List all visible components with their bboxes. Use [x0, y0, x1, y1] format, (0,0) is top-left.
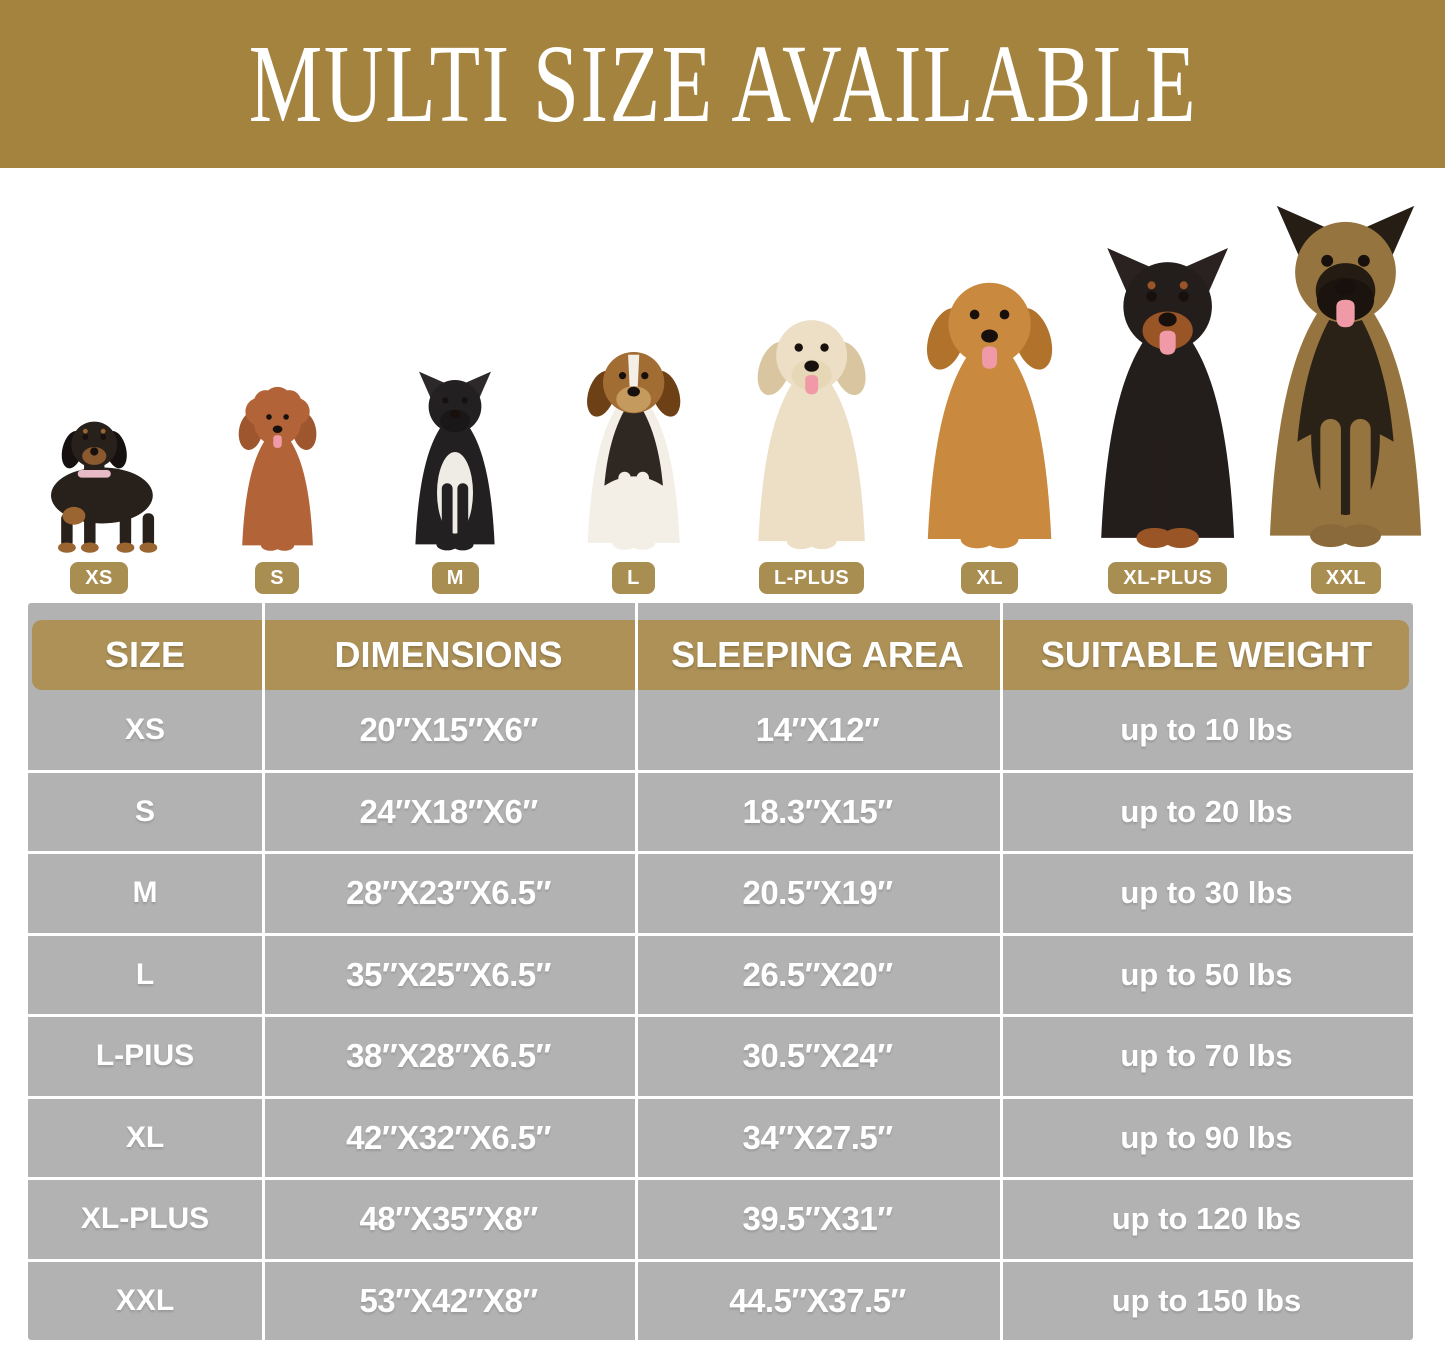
dog-item-m: M: [366, 368, 544, 594]
cell-sleeping: 14″X12″: [755, 711, 880, 749]
cell-size: XL: [125, 1120, 165, 1154]
beagle-icon: [564, 338, 703, 554]
column-divider: [999, 603, 1003, 1340]
dog-item-s: S: [188, 386, 366, 594]
table-body: XS 20″X15″X6″ 14″X12″ up to 10 lbs S 24″…: [28, 691, 1413, 1340]
dog-item-l: L: [544, 338, 722, 594]
size-badge-s: S: [255, 562, 300, 594]
table-row-s: S 24″X18″X6″ 18.3″X15″ up to 20 lbs: [28, 769, 1413, 852]
size-badge-l: L: [612, 562, 655, 594]
cell-sleeping: 44.5″X37.5″: [729, 1281, 906, 1319]
german-shepherd-icon: [1231, 199, 1445, 554]
dog-item-l-plus: L-PLUS: [723, 304, 901, 594]
cell-sleeping: 30.5″X24″: [742, 1037, 893, 1075]
table-header-bar: [32, 620, 1409, 690]
cell-sleeping: 39.5″X31″: [742, 1200, 893, 1238]
cell-sleeping: 20.5″X19″: [742, 874, 893, 912]
cell-weight: up to 20 lbs: [1120, 793, 1293, 829]
cell-size: M: [132, 876, 158, 910]
table-row-xl: XL 42″X32″X6.5″ 34″X27.5″ up to 90 lbs: [28, 1095, 1413, 1178]
cell-weight: up to 10 lbs: [1120, 712, 1293, 748]
size-table: SIZE DIMENSIONS SLEEPING AREA SUITABLE W…: [28, 603, 1413, 1340]
dog-item-xl-plus: XL-PLUS: [1079, 242, 1257, 594]
size-badge-l-plus: L-PLUS: [758, 562, 865, 594]
dachshund-icon: [23, 414, 176, 554]
header-dimensions: DIMENSIONS: [334, 633, 563, 675]
size-badge-xl-plus: XL-PLUS: [1108, 562, 1228, 594]
cell-weight: up to 30 lbs: [1120, 875, 1293, 911]
golden-retriever-icon: [896, 264, 1083, 554]
table-row-m: M 28″X23″X6.5″ 20.5″X19″ up to 30 lbs: [28, 851, 1413, 933]
cell-dims: 48″X35″X8″: [359, 1200, 538, 1238]
cell-dims: 42″X32″X6.5″: [346, 1118, 551, 1156]
table-row-xl-plus: XL-PLUS 48″X35″X8″ 39.5″X31″ up to 120 l…: [28, 1177, 1413, 1259]
table-row-l-plus: L-PIUS 38″X28″X6.5″ 30.5″X24″ up to 70 l…: [28, 1014, 1413, 1096]
page-title: MULTI SIZE AVAILABLE: [248, 22, 1197, 145]
cell-weight: up to 150 lbs: [1111, 1282, 1302, 1318]
size-badge-m: M: [431, 562, 479, 594]
cell-size: XS: [125, 713, 166, 747]
cell-dims: 53″X42″X8″: [359, 1281, 538, 1319]
french-bulldog-icon: [395, 368, 515, 554]
column-divider: [635, 603, 639, 1340]
column-divider: [262, 603, 266, 1340]
dog-item-xl: XL: [901, 264, 1079, 594]
cell-weight: up to 50 lbs: [1120, 956, 1293, 992]
size-badge-xxl: XXL: [1310, 562, 1382, 594]
cell-dims: 35″X25″X6.5″: [346, 955, 551, 993]
header-size: SIZE: [105, 633, 186, 675]
header-suitable-weight: SUITABLE WEIGHT: [1040, 633, 1373, 675]
cell-sleeping: 18.3″X15″: [742, 792, 893, 830]
toy-poodle-icon: [224, 386, 331, 554]
cream-retriever-icon: [731, 304, 892, 554]
size-badge-xs: XS: [70, 562, 128, 594]
dog-size-lineup: XS S M L L-PLUS XL XL-PLUS XXL: [0, 168, 1445, 600]
cell-size: S: [135, 794, 156, 828]
cell-size: L-PIUS: [95, 1039, 195, 1073]
cell-sleeping: 26.5″X20″: [742, 955, 893, 993]
cell-weight: up to 90 lbs: [1120, 1119, 1293, 1155]
cell-dims: 20″X15″X6″: [359, 711, 538, 749]
banner-section: MULTI SIZE AVAILABLE: [0, 0, 1445, 168]
cell-weight: up to 70 lbs: [1120, 1038, 1293, 1074]
cell-size: XL-PLUS: [80, 1202, 210, 1236]
table-row-xxl: XXL 53″X42″X8″ 44.5″X37.5″ up to 150 lbs: [28, 1258, 1413, 1341]
cell-size: L: [135, 957, 155, 991]
table-row-l: L 35″X25″X6.5″ 26.5″X20″ up to 50 lbs: [28, 932, 1413, 1015]
cell-weight: up to 120 lbs: [1111, 1201, 1302, 1237]
size-badge-xl: XL: [961, 562, 1018, 594]
doberman-icon: [1067, 242, 1268, 554]
table-row-xs: XS 20″X15″X6″ 14″X12″ up to 10 lbs: [28, 691, 1413, 770]
dog-item-xs: XS: [10, 414, 188, 594]
cell-sleeping: 34″X27.5″: [742, 1118, 893, 1156]
cell-dims: 24″X18″X6″: [359, 792, 538, 830]
cell-size: XXL: [115, 1283, 175, 1317]
dog-item-xxl: XXL: [1257, 199, 1435, 594]
header-sleeping-area: SLEEPING AREA: [671, 633, 964, 675]
cell-dims: 38″X28″X6.5″: [346, 1037, 551, 1075]
cell-dims: 28″X23″X6.5″: [346, 874, 551, 912]
table-header-row: SIZE DIMENSIONS SLEEPING AREA SUITABLE W…: [28, 603, 1413, 691]
